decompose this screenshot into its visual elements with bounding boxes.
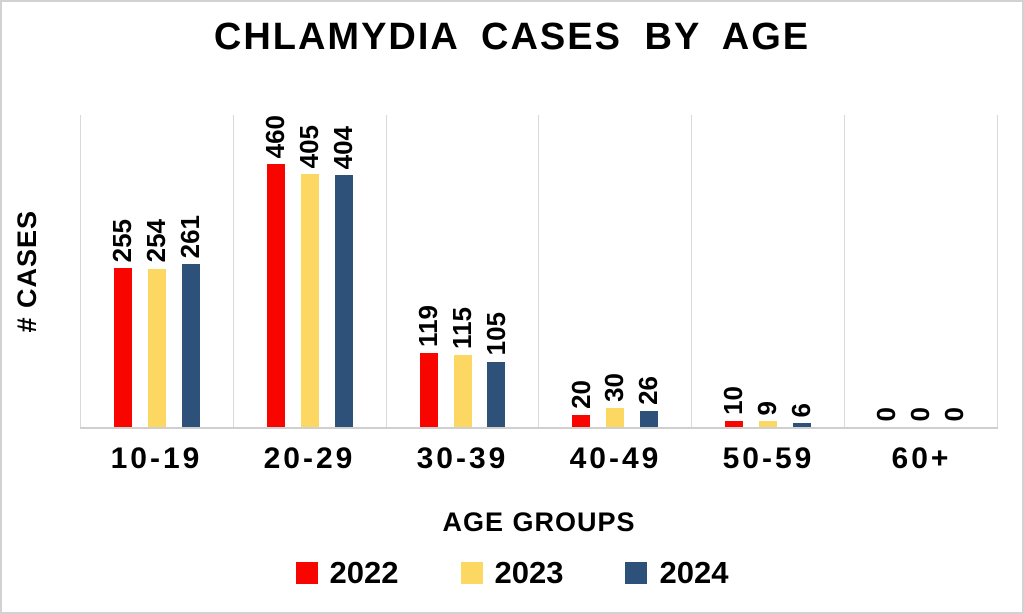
x-tick-label: 30-39 xyxy=(416,442,509,475)
bar-value-label: 460 xyxy=(259,115,290,159)
bar-group: 20 xyxy=(565,115,596,427)
bar-value-label: 254 xyxy=(140,219,171,263)
bar-value-label: 0 xyxy=(939,406,969,421)
legend-swatch xyxy=(460,562,483,584)
bar-group: 9 xyxy=(752,115,783,427)
bar-2022 xyxy=(114,267,132,427)
category-slot: 460 405 404 xyxy=(232,115,386,427)
bar-value-label: 30 xyxy=(599,373,630,403)
bar-2022 xyxy=(572,414,591,427)
bar-2024 xyxy=(640,410,659,427)
category-slot: 10 9 6 xyxy=(691,115,844,427)
bar-group: 115 xyxy=(446,115,477,427)
legend: 2022 2023 2024 xyxy=(2,555,1022,591)
x-tick-label: 50-59 xyxy=(722,442,815,475)
bar-value-label: 10 xyxy=(718,385,749,415)
bar-value-label: 6 xyxy=(786,402,817,418)
bar-group: 119 xyxy=(412,115,443,427)
legend-item-2023: 2023 xyxy=(460,555,564,591)
category-slot: 255 254 261 xyxy=(80,115,233,427)
x-tick-label: 60+ xyxy=(891,442,952,475)
bar-value-label: 0 xyxy=(871,406,902,421)
x-tick-label: 40-49 xyxy=(569,442,662,475)
bar-value-label: 0 xyxy=(905,406,936,421)
bar-group: 0 xyxy=(871,115,902,427)
legend-swatch xyxy=(625,562,648,584)
bar-group: 254 xyxy=(140,115,171,427)
legend-item-2022: 2022 xyxy=(295,555,399,591)
bar-group: 10 xyxy=(718,115,749,427)
y-axis-title-text: # CASES xyxy=(12,209,42,333)
bar-2023 xyxy=(606,408,625,427)
bar-value-label: 115 xyxy=(446,307,477,350)
bar-value-label: 261 xyxy=(174,214,205,259)
legend-label: 2022 xyxy=(329,555,399,590)
bar-group: 26 xyxy=(633,115,664,427)
bar-group: 460 xyxy=(259,115,290,427)
bar-group: 255 xyxy=(107,115,138,427)
category-slot: 119 115 105 xyxy=(385,115,539,427)
bar-2024 xyxy=(793,423,812,427)
bar-value-label: 20 xyxy=(565,379,596,409)
bar-group: 261 xyxy=(174,115,205,427)
bar-group: 0 xyxy=(905,115,936,427)
bar-2022 xyxy=(266,164,285,427)
bar-2023 xyxy=(147,268,166,427)
bar-value-label: 405 xyxy=(293,124,324,169)
bar-2022 xyxy=(725,420,744,427)
y-axis-title: # CASES xyxy=(12,115,43,427)
x-tick-label: 20-29 xyxy=(263,442,356,475)
bar-value-label: 105 xyxy=(480,312,511,356)
x-axis-title: AGE GROUPS xyxy=(442,507,636,537)
legend-item-2024: 2024 xyxy=(625,555,728,591)
bar-value-label: 26 xyxy=(633,375,664,405)
bar-group: 405 xyxy=(293,115,324,427)
bar-2024 xyxy=(334,174,353,427)
bar-2024 xyxy=(181,264,200,427)
bar-group: 0 xyxy=(939,115,969,427)
x-tick-label: 10-19 xyxy=(110,442,203,475)
bar-value-label: 9 xyxy=(752,400,783,416)
bar-group: 404 xyxy=(327,115,358,427)
x-axis-tick-labels: 10-19 20-29 30-39 40-49 50-59 60+ xyxy=(80,442,998,476)
legend-label: 2023 xyxy=(494,555,564,590)
bar-value-label: 119 xyxy=(412,304,443,347)
bar-group: 105 xyxy=(480,115,511,427)
bar-value-label: 255 xyxy=(107,218,138,262)
bar-2023 xyxy=(453,355,472,427)
bar-group: 30 xyxy=(599,115,630,427)
bar-value-label: 404 xyxy=(327,125,358,169)
bar-2022 xyxy=(419,352,438,427)
chart-title: CHLAMYDIA CASES BY AGE xyxy=(213,16,811,58)
legend-label: 2024 xyxy=(659,555,729,590)
category-slot: 20 30 26 xyxy=(538,115,691,427)
plot-area: 255 254 261 460 405 404 119 115 105 20 30 26 10 9 6 0 0 0 xyxy=(80,115,998,429)
bar-2023 xyxy=(759,421,778,427)
bar-2024 xyxy=(487,361,506,427)
bar-2023 xyxy=(300,174,319,427)
legend-swatch xyxy=(295,562,318,584)
bar-group: 6 xyxy=(786,115,817,427)
